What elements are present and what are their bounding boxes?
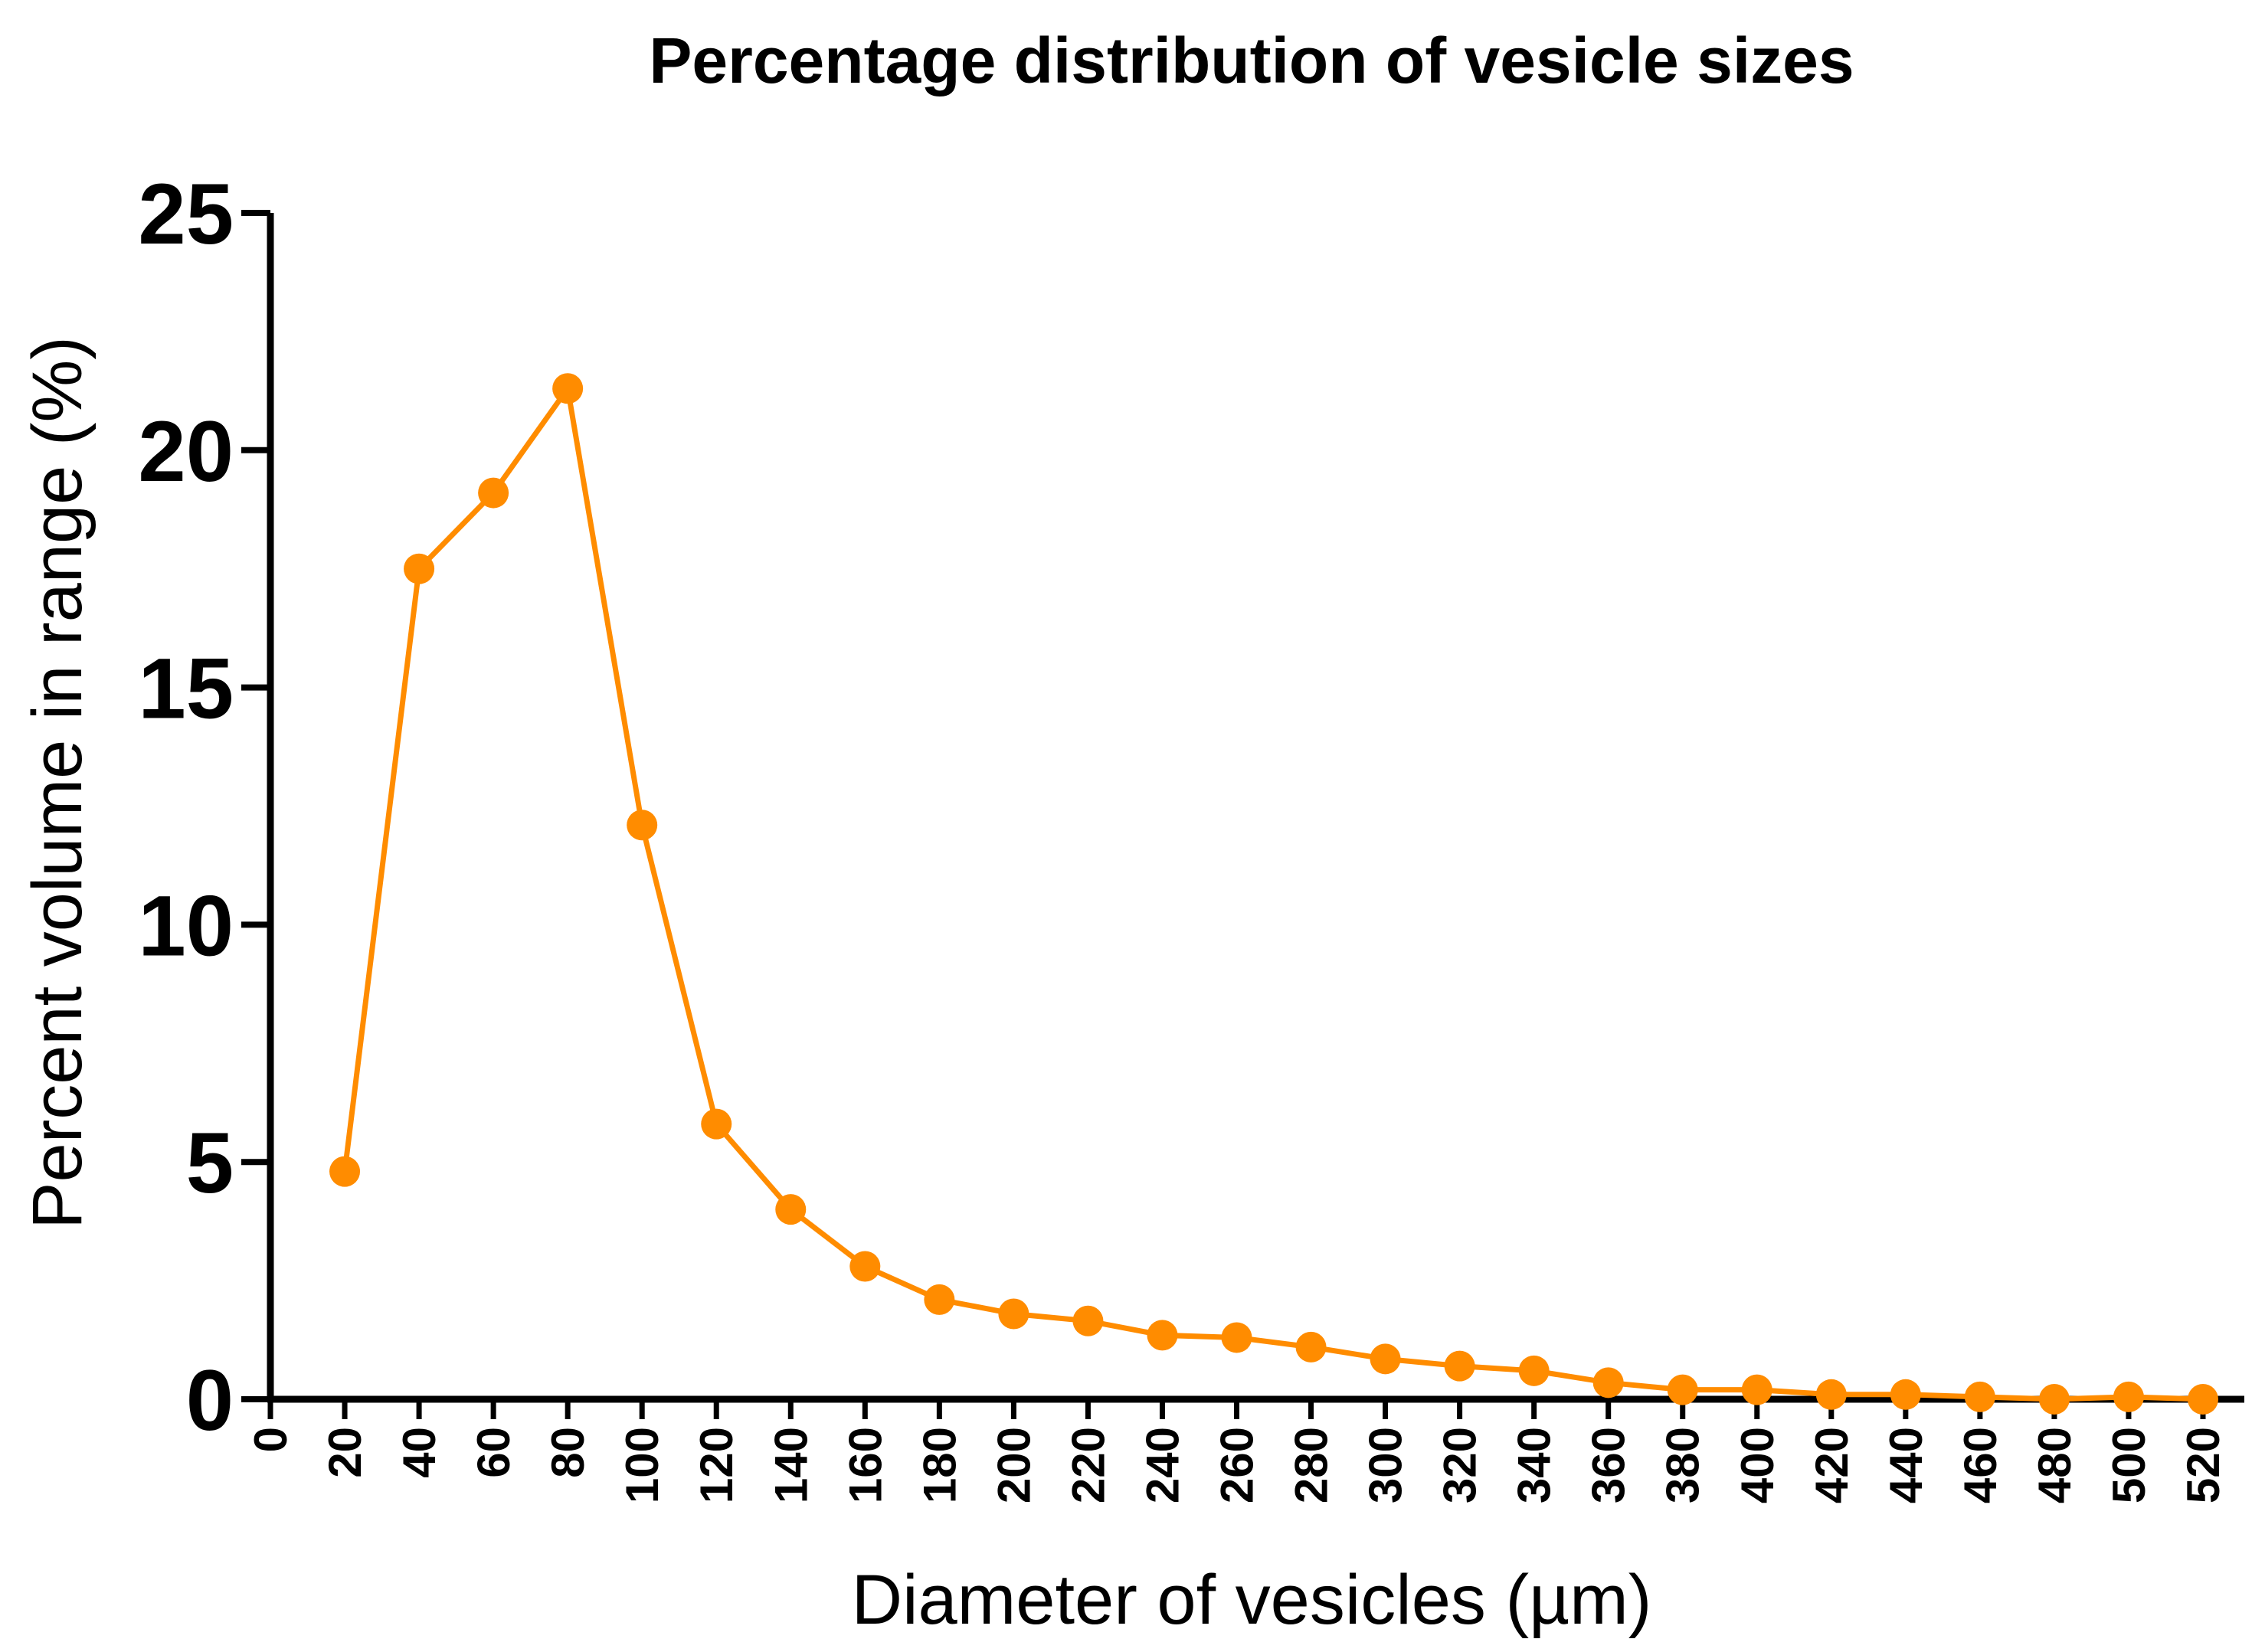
data-point [1518, 1355, 1550, 1386]
x-tick-label: 200 [988, 1427, 1039, 1503]
x-tick-label: 280 [1286, 1427, 1337, 1503]
x-tick-label: 120 [691, 1427, 742, 1503]
y-tick-label: 10 [138, 878, 234, 973]
data-point [404, 553, 435, 584]
x-tick-label: 300 [1360, 1427, 1412, 1503]
data-point [478, 477, 509, 509]
x-tick-label: 180 [914, 1427, 965, 1503]
x-tick-label: 360 [1583, 1427, 1635, 1503]
data-point [1072, 1305, 1104, 1336]
y-tick-label: 20 [138, 404, 234, 499]
x-tick-label: 20 [319, 1427, 371, 1478]
x-tick-label: 100 [617, 1427, 668, 1503]
data-point [2188, 1384, 2218, 1415]
data-point [924, 1284, 955, 1315]
x-tick-label: 260 [1212, 1427, 1263, 1503]
data-point [552, 373, 584, 404]
x-tick-label: 80 [542, 1427, 594, 1478]
x-axis-label: Diameter of vesicles (µm) [852, 1561, 1652, 1639]
x-tick-label: 520 [2178, 1427, 2229, 1503]
data-point [1815, 1379, 1847, 1410]
data-point [627, 810, 658, 841]
x-tick-label: 60 [468, 1427, 519, 1478]
data-point [849, 1251, 881, 1282]
data-point [2038, 1384, 2070, 1415]
x-tick-label: 500 [2103, 1427, 2155, 1503]
x-tick-label: 400 [1732, 1427, 1783, 1503]
data-point [998, 1298, 1029, 1330]
x-tick-label: 220 [1062, 1427, 1114, 1503]
data-point [1964, 1381, 1995, 1412]
chart-title: Percentage distribution of vesicle sizes [649, 25, 1854, 97]
data-point [329, 1156, 361, 1187]
y-tick-label: 15 [138, 641, 234, 737]
data-point [1221, 1322, 1252, 1353]
x-tick-label: 140 [765, 1427, 817, 1503]
data-point [775, 1194, 807, 1225]
x-tick-label: 160 [840, 1427, 891, 1503]
x-tick-label: 0 [245, 1427, 296, 1452]
data-point [1592, 1367, 1624, 1398]
data-point [2113, 1381, 2144, 1412]
x-tick-label: 480 [2029, 1427, 2080, 1503]
data-point [1667, 1374, 1698, 1405]
data-point [1370, 1343, 1401, 1375]
x-tick-label: 320 [1435, 1427, 1486, 1503]
x-tick-label: 460 [1955, 1427, 2006, 1503]
series-line [342, 385, 2204, 1402]
x-tick-label: 40 [394, 1427, 445, 1478]
x-tick-label: 240 [1137, 1427, 1188, 1503]
data-point [1444, 1350, 1475, 1382]
y-axis-ticks: 0 5 10 15 20 25 [138, 166, 270, 1448]
data-point [1890, 1379, 1921, 1410]
data-point [701, 1108, 732, 1140]
y-tick-label: 5 [186, 1115, 234, 1211]
data-point [1295, 1331, 1327, 1362]
data-point [1741, 1374, 1772, 1405]
x-tick-label: 380 [1658, 1427, 1709, 1503]
x-axis-ticks: 0 20 40 60 80 100 120 140 160 180 200 220 240 260 280 3… [245, 1399, 2229, 1503]
data-point [1147, 1320, 1178, 1351]
y-axis-label: Percent volume in range (%) [18, 336, 97, 1229]
y-tick-label: 0 [186, 1353, 234, 1448]
x-tick-label: 340 [1509, 1427, 1560, 1503]
x-tick-label: 420 [1806, 1427, 1857, 1503]
series-group [329, 373, 2218, 1415]
x-tick-label: 440 [1880, 1427, 1932, 1503]
y-tick-label: 25 [138, 166, 234, 262]
